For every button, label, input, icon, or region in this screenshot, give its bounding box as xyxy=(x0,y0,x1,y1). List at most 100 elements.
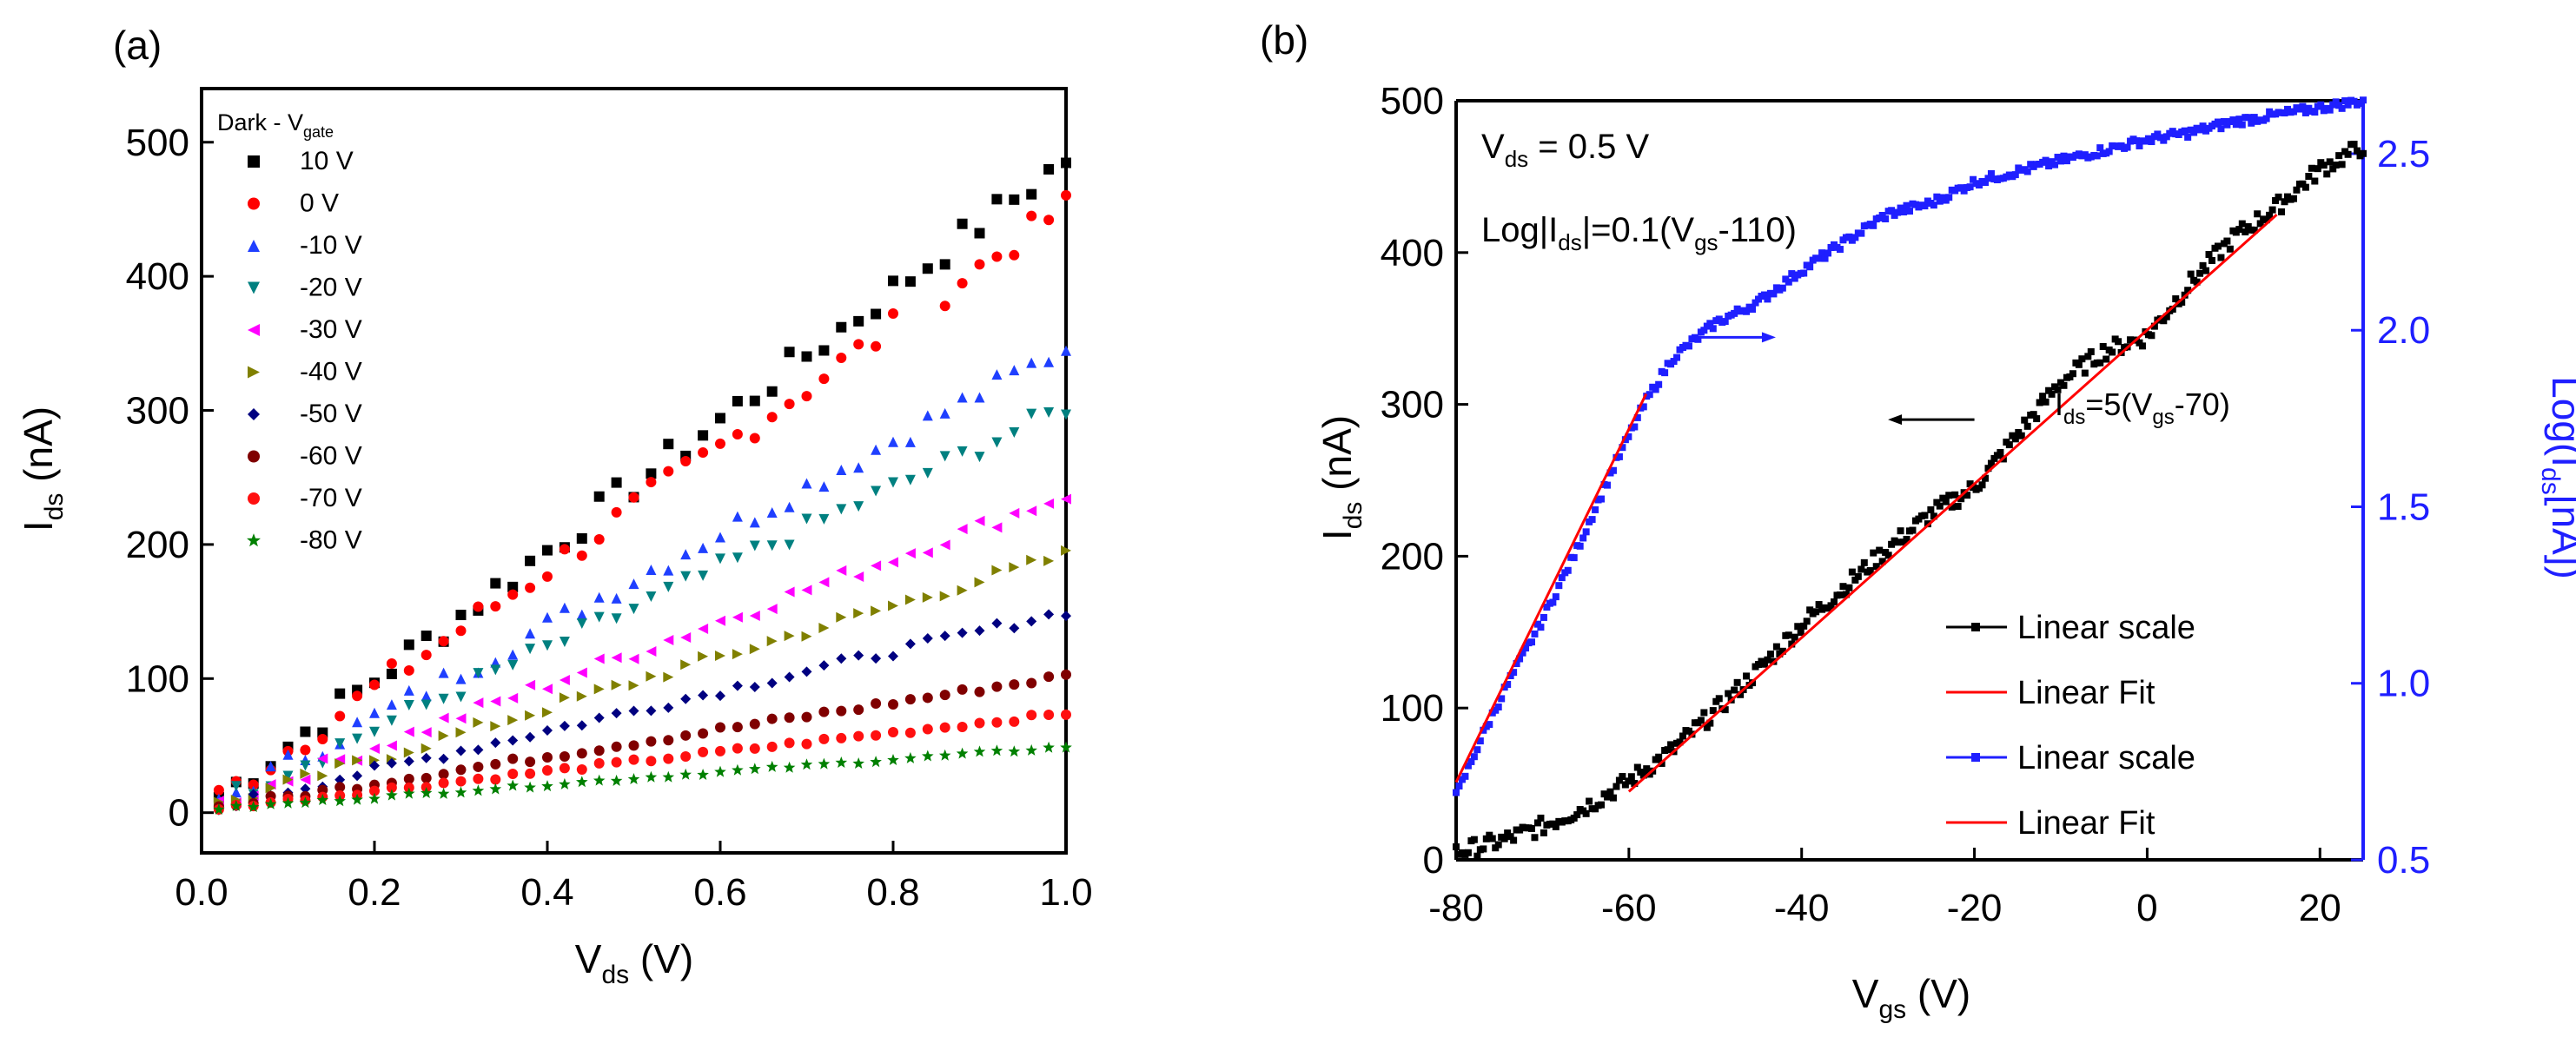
data-point xyxy=(2063,157,2070,165)
data-point xyxy=(230,787,242,798)
panel-a-legend-title: Dark - Vgate xyxy=(217,109,334,141)
data-point xyxy=(437,787,450,799)
data-point xyxy=(922,410,933,421)
data-point xyxy=(403,726,414,737)
data-point xyxy=(542,611,553,623)
data-point xyxy=(1778,647,1786,655)
data-point xyxy=(1966,183,1974,191)
data-point xyxy=(715,615,725,626)
panel-a-y-axis: 0 100 200 300 400 500 xyxy=(126,122,214,835)
data-point xyxy=(1631,779,1639,787)
legend-marker xyxy=(248,155,260,168)
data-point xyxy=(1848,568,1856,576)
x-tick-label: -80 xyxy=(1428,887,1484,929)
data-point xyxy=(593,611,605,623)
data-point xyxy=(1933,193,1941,201)
data-point xyxy=(473,744,484,756)
data-point xyxy=(2205,250,2213,258)
data-point xyxy=(1558,574,1566,582)
data-point xyxy=(628,578,639,590)
data-point xyxy=(1815,254,1823,262)
data-point xyxy=(1549,598,1557,606)
log-fit-line xyxy=(1454,393,1648,783)
data-point xyxy=(1588,516,1596,524)
x-tick-label: -60 xyxy=(1601,887,1657,929)
data-point xyxy=(956,747,969,759)
data-point xyxy=(386,715,397,726)
data-point xyxy=(2338,161,2346,168)
data-point xyxy=(525,628,536,639)
data-point xyxy=(680,730,692,741)
data-point xyxy=(1715,695,1723,703)
data-point xyxy=(1564,566,1572,574)
data-point xyxy=(939,301,950,312)
data-point xyxy=(2238,121,2246,129)
data-point xyxy=(1845,584,1853,591)
data-point xyxy=(2344,101,2352,109)
data-point xyxy=(282,770,294,782)
data-point xyxy=(2039,393,2047,400)
data-point xyxy=(2160,136,2168,144)
data-point xyxy=(1694,335,1702,343)
data-point xyxy=(1612,783,1620,790)
data-point xyxy=(888,436,898,447)
data-point xyxy=(766,636,778,647)
data-point xyxy=(1764,656,1771,664)
data-point xyxy=(2199,261,2207,269)
data-point xyxy=(991,522,1003,533)
data-point xyxy=(1800,269,1808,277)
data-point xyxy=(300,783,311,795)
panel-a-series xyxy=(213,157,1072,816)
data-point xyxy=(2078,355,2086,363)
data-point xyxy=(818,577,830,588)
x-tick-label: 0.4 xyxy=(520,871,573,914)
data-point xyxy=(1476,737,1484,745)
data-point xyxy=(1061,669,1071,680)
data-point xyxy=(991,618,1003,629)
data-point xyxy=(282,774,294,785)
annotation-vds: Vds = 0.5 V xyxy=(1481,128,1649,172)
data-point xyxy=(922,467,933,479)
data-point xyxy=(1721,706,1729,714)
data-point xyxy=(904,548,916,559)
data-point xyxy=(818,345,830,356)
data-point xyxy=(1721,318,1729,326)
data-point xyxy=(974,686,985,697)
data-point xyxy=(593,757,605,769)
data-point xyxy=(2244,114,2252,122)
data-point xyxy=(628,680,639,691)
data-point xyxy=(2262,115,2270,122)
data-point xyxy=(1061,189,1071,201)
data-point xyxy=(663,671,674,683)
data-point xyxy=(2229,116,2237,124)
data-point xyxy=(784,631,795,642)
y2-tick-label: 1.0 xyxy=(2377,663,2430,705)
data-point xyxy=(1621,781,1629,789)
data-point xyxy=(2060,152,2068,160)
data-point xyxy=(871,340,882,352)
panel-b-arrows xyxy=(1698,332,1975,426)
data-point xyxy=(2223,237,2231,245)
data-point xyxy=(766,386,778,397)
data-point xyxy=(922,633,933,644)
y2-tick-label: 2.5 xyxy=(2377,133,2430,175)
data-point xyxy=(2250,114,2258,122)
data-point xyxy=(732,743,743,754)
x-tick-label: 0 xyxy=(2136,887,2157,929)
data-point xyxy=(1731,686,1738,694)
y-tick-label: 0 xyxy=(1423,839,1444,882)
data-point xyxy=(2136,142,2143,149)
legend-marker xyxy=(248,324,260,336)
data-point xyxy=(248,789,259,800)
data-point xyxy=(939,451,950,462)
x-tick-label: 0.2 xyxy=(348,871,401,914)
data-point xyxy=(490,737,501,749)
data-point xyxy=(2196,269,2204,277)
data-point xyxy=(473,697,484,709)
data-point xyxy=(2332,162,2340,169)
data-point xyxy=(403,700,414,711)
data-point xyxy=(2023,422,2031,430)
data-point xyxy=(2187,270,2195,278)
data-point xyxy=(957,524,968,535)
data-point xyxy=(576,748,587,759)
